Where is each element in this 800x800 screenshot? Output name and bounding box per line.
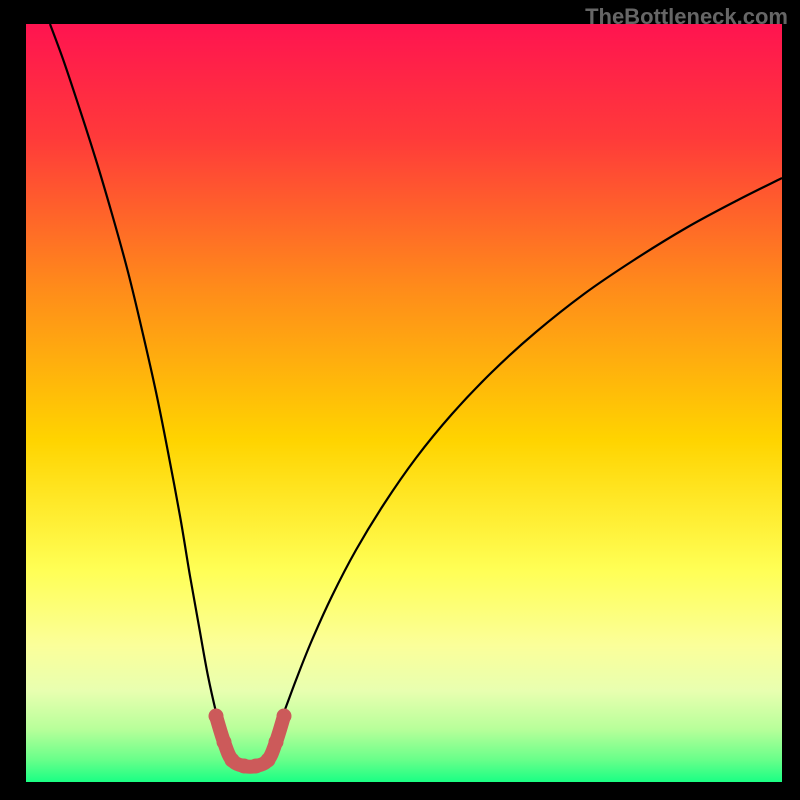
valley-bead <box>269 735 284 750</box>
valley-bead <box>217 735 232 750</box>
bottleneck-chart <box>0 0 800 800</box>
watermark-text: TheBottleneck.com <box>585 4 788 30</box>
valley-bead <box>209 709 224 724</box>
chart-container: TheBottleneck.com <box>0 0 800 800</box>
valley-bead <box>277 709 292 724</box>
valley-bead <box>261 753 276 768</box>
